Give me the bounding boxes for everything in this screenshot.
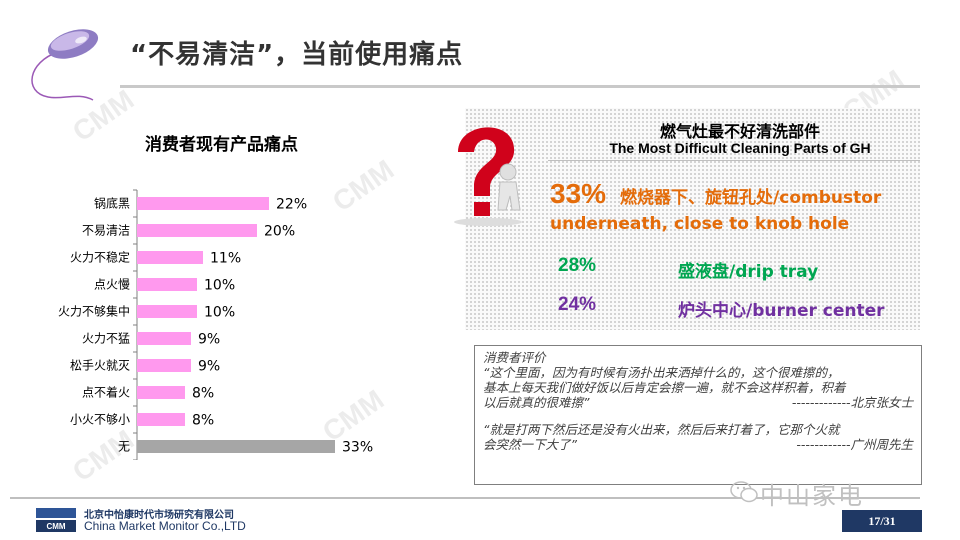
bar	[137, 413, 185, 426]
bar	[137, 197, 269, 210]
title-divider	[120, 85, 920, 88]
bar	[137, 224, 257, 237]
cmm-logo: CMM	[36, 508, 76, 532]
bar	[137, 332, 191, 345]
quote-line: 以后就真的很难擦”	[483, 395, 590, 410]
quote-line: 会突然一下大了”	[483, 437, 577, 452]
cleaning-parts-panel	[465, 108, 920, 330]
bar	[137, 359, 191, 372]
wechat-account-name: 中山家电	[760, 482, 864, 510]
category-label: 小火不够小	[70, 413, 130, 427]
value-label: 8%	[192, 386, 214, 402]
quote-author: ------------广州周先生	[796, 437, 913, 452]
question-mark-icon	[454, 127, 522, 226]
footer-divider	[10, 497, 920, 499]
pain-points-bar-chart: 锅底黑 22% 不易清洁 20% 火力不稳定 11% 点火慢 10% 火力不够集中 10% 火力不猛…	[58, 189, 373, 460]
company-name-cn: 北京中怡康时代市场研究有限公司	[84, 510, 234, 521]
value-label: 11%	[210, 251, 241, 267]
cleaning-parts-divider	[548, 160, 920, 161]
category-label: 火力不够集中	[58, 304, 130, 319]
bar	[137, 305, 197, 318]
cleaning-part-pct: 33%	[550, 178, 607, 209]
bar	[137, 440, 335, 453]
value-label: 9%	[198, 332, 220, 348]
bar	[137, 251, 203, 264]
category-label: 点火慢	[94, 278, 130, 292]
consumer-quotes-box: 消费者评价 “这个里面，因为有时候有汤扑出来洒掉什么的，这个很难擦的， 基本上每…	[474, 345, 922, 485]
cleaning-part-item: 33% 燃烧器下、旋钮孔处/combustor underneath, close…	[550, 178, 920, 237]
quotes-label: 消费者评价	[483, 350, 546, 365]
cleaning-part-pct: 24%	[558, 294, 597, 315]
cleaning-part-text: 燃烧器下、旋钮孔处/combustor underneath, close to…	[550, 188, 882, 234]
quote-line: 基本上每天我们做好饭以后肯定会擦一遍，就不会这样积着，积着	[483, 380, 846, 395]
cleaning-part-text: 炉头中心/burner center	[678, 301, 885, 321]
category-label: 点不着火	[82, 385, 130, 400]
bar	[137, 278, 197, 291]
mouse-icon	[31, 29, 99, 101]
value-label: 22%	[276, 197, 307, 213]
category-label: 无	[118, 440, 130, 454]
cleaning-part-text: 盛液盘/drip tray	[678, 262, 819, 282]
value-label: 20%	[264, 224, 295, 240]
cleaning-part-pct: 28%	[558, 255, 597, 276]
category-label: 火力不猛	[82, 332, 130, 346]
cleaning-parts-title-en: The Most Difficult Cleaning Parts of GH	[609, 140, 871, 156]
wechat-icon	[730, 481, 758, 503]
value-label: 10%	[204, 305, 235, 321]
value-label: 9%	[198, 359, 220, 375]
value-label: 8%	[192, 413, 214, 429]
quote-line: “这个里面，因为有时候有汤扑出来洒掉什么的，这个很难擦的，	[483, 365, 840, 380]
category-label: 松手火就灭	[70, 359, 130, 373]
value-label: 33%	[342, 440, 373, 456]
category-label: 锅底黑	[94, 196, 130, 211]
cleaning-parts-title-cn: 燃气灶最不好清洗部件	[659, 122, 820, 141]
chart-title: 消费者现有产品痛点	[145, 135, 298, 155]
cmm-logo-text: CMM	[46, 522, 65, 531]
company-name-en: China Market Monitor Co.,LTD	[84, 519, 246, 533]
quote-line: “就是打两下然后还是没有火出来，然后后来打着了，它那个火就	[483, 422, 840, 437]
category-label: 火力不稳定	[70, 250, 130, 265]
page-number: 17/31	[842, 510, 922, 532]
quote-author: -------------北京张女士	[791, 395, 913, 410]
category-label: 不易清洁	[82, 224, 130, 238]
page-title: “不易清洁”，当前使用痛点	[130, 40, 464, 70]
value-label: 10%	[204, 278, 235, 294]
bar	[137, 386, 185, 399]
